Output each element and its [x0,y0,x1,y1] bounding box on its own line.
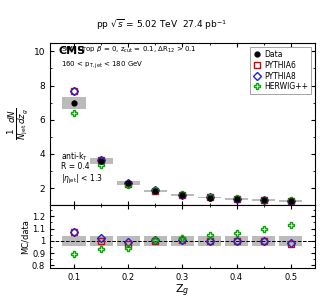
Bar [171,236,194,246]
Bar [144,236,167,246]
Bar [252,236,276,246]
Bar [225,236,248,246]
Bar [62,97,86,109]
Text: anti-k$_{\rm T}$: anti-k$_{\rm T}$ [61,151,88,163]
Bar [171,194,194,196]
Legend: Data, PYTHIA6, PYTHIA8, HERWIG++: Data, PYTHIA6, PYTHIA8, HERWIG++ [250,47,311,95]
Bar [279,236,303,246]
Bar [198,236,221,246]
Bar [62,236,86,246]
Bar [225,198,248,200]
Bar [252,199,276,201]
Bar [89,158,113,164]
Bar [117,181,140,185]
Bar [89,236,113,246]
Text: Soft Drop $\beta$ = 0, z$_{\rm cut}$ = 0.1, $\Delta$R$_{12}$ > 0.1: Soft Drop $\beta$ = 0, z$_{\rm cut}$ = 0… [61,45,196,55]
Y-axis label: $\frac{1}{N_{\rm jet}} \frac{dN}{dz_g}$: $\frac{1}{N_{\rm jet}} \frac{dN}{dz_g}$ [5,108,29,140]
Text: |$\eta_{\rm jet}$| < 1.3: |$\eta_{\rm jet}$| < 1.3 [61,173,103,186]
Bar [198,197,221,198]
Text: CMS: CMS [58,46,85,56]
Bar [144,189,167,192]
X-axis label: Z$_g$: Z$_g$ [175,283,190,299]
Bar [117,236,140,246]
Y-axis label: MC/data: MC/data [20,219,29,254]
Text: pp $\sqrt{s}$ = 5.02 TeV  27.4 pb$^{-1}$: pp $\sqrt{s}$ = 5.02 TeV 27.4 pb$^{-1}$ [96,17,227,32]
Bar [279,200,303,202]
Text: R = 0.4: R = 0.4 [61,162,89,171]
Text: 160 < p$_{\rm T,jet}$ < 180 GeV: 160 < p$_{\rm T,jet}$ < 180 GeV [61,59,143,71]
